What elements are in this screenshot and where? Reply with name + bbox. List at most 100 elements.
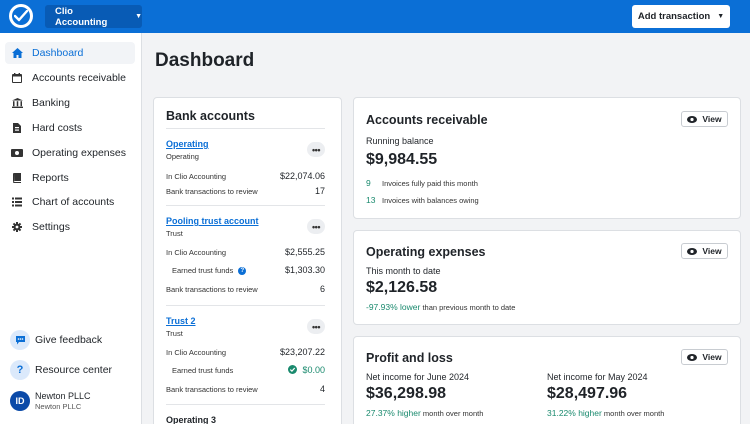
- row-value[interactable]: 17: [314, 186, 325, 196]
- sidebar-item-dashboard[interactable]: Dashboard: [5, 42, 135, 64]
- stat-count: 13: [366, 195, 376, 205]
- period-label: This month to date: [366, 266, 441, 276]
- user-firm: Newton PLLC: [35, 402, 82, 411]
- accounts-receivable-card: Accounts receivable View Running balance…: [353, 97, 741, 219]
- accounts-receivable-title: Accounts receivable: [366, 113, 488, 127]
- running-balance-value: $9,984.55: [366, 151, 438, 168]
- bank-accounts-title: Bank accounts: [166, 109, 255, 123]
- row-value: $22,074.06: [279, 171, 325, 181]
- sidebar-item-banking[interactable]: Banking: [5, 92, 135, 114]
- bank-icon: [11, 97, 23, 109]
- user-menu[interactable]: ID Newton PLLC Newton PLLC: [10, 391, 91, 411]
- add-transaction-button[interactable]: Add transaction ▼: [632, 5, 730, 28]
- net-income-may-trend: 31.22% higher month over month: [547, 408, 664, 418]
- clio-logo-icon[interactable]: [9, 4, 33, 28]
- more-options-button[interactable]: •••: [307, 142, 325, 157]
- view-label: View: [702, 246, 722, 256]
- sidebar-item-chart-of-accounts[interactable]: Chart of accounts: [5, 191, 135, 213]
- divider: [166, 205, 325, 206]
- profit-and-loss-title: Profit and loss: [366, 351, 453, 365]
- add-transaction-label: Add transaction: [637, 11, 711, 22]
- sidebar: Dashboard Accounts receivable Banking Ha…: [0, 33, 142, 424]
- chevron-down-icon: ▼: [717, 13, 725, 20]
- resource-center-button[interactable]: ? Resource center: [10, 360, 112, 380]
- bank-account-type: Trust: [166, 329, 183, 338]
- chevron-down-icon: ▼: [135, 13, 142, 20]
- check-circle-icon: [288, 365, 298, 376]
- bank-account-link[interactable]: Operating: [166, 139, 209, 149]
- trend-percent: 31.22% higher: [547, 408, 602, 418]
- sidebar-item-label: Dashboard: [32, 47, 84, 59]
- owing-invoices-stat[interactable]: 13 Invoices with balances owing: [366, 195, 479, 205]
- more-options-button[interactable]: •••: [307, 219, 325, 234]
- review-row: Bank transactions to review 4: [166, 384, 325, 396]
- top-bar: Clio Accounting ▼ Add transaction ▼: [0, 0, 750, 33]
- row-value: $23,207.22: [279, 347, 325, 357]
- more-options-button[interactable]: •••: [307, 319, 325, 334]
- firm-selector-button[interactable]: Clio Accounting ▼: [45, 5, 142, 28]
- net-income-may-label: Net income for May 2024: [547, 372, 648, 382]
- paid-invoices-stat[interactable]: 9 Invoices fully paid this month: [366, 178, 478, 188]
- bank-account-link[interactable]: Trust 2: [166, 316, 196, 326]
- row-label: Bank transactions to review: [166, 285, 258, 294]
- view-label: View: [702, 352, 722, 362]
- sidebar-item-reports[interactable]: Reports: [5, 167, 135, 189]
- row-label: Bank transactions to review: [166, 385, 258, 394]
- operating-expenses-trend: -97.93% lower than previous month to dat…: [366, 302, 515, 312]
- trend-text: month over month: [422, 409, 484, 418]
- help-icon[interactable]: ?: [238, 267, 247, 276]
- net-income-june-label: Net income for June 2024: [366, 372, 470, 382]
- view-button[interactable]: View: [681, 349, 728, 365]
- gear-icon: [11, 221, 23, 233]
- avatar: ID: [10, 391, 30, 411]
- sidebar-item-label: Chart of accounts: [32, 196, 115, 208]
- trend-text: month over month: [603, 409, 665, 418]
- row-label: In Clio Accounting: [166, 248, 227, 257]
- bank-account-link[interactable]: Operating 3: [166, 415, 217, 424]
- money-icon: [11, 147, 23, 159]
- row-value: $0.00: [288, 365, 325, 376]
- row-value: $1,303.30: [284, 265, 325, 275]
- page-title: Dashboard: [155, 50, 255, 71]
- eye-icon: [687, 247, 698, 255]
- operating-expenses-value: $2,126.58: [366, 279, 438, 296]
- row-label: Earned trust funds: [172, 366, 234, 375]
- stat-label: Invoices with balances owing: [382, 196, 479, 205]
- sidebar-item-label: Reports: [32, 172, 69, 184]
- bank-account-type: Operating: [166, 152, 199, 161]
- earned-trust-row: Earned trust funds? $1,303.30: [166, 265, 325, 277]
- book-icon: [11, 172, 23, 184]
- row-value[interactable]: 4: [319, 384, 325, 394]
- net-income-june-value: $36,298.98: [366, 385, 447, 402]
- row-label: Bank transactions to review: [166, 187, 258, 196]
- review-row: Bank transactions to review 17: [166, 186, 325, 198]
- chat-bubble-icon: [10, 330, 30, 350]
- view-button[interactable]: View: [681, 111, 728, 127]
- divider: [166, 128, 325, 129]
- sidebar-item-label: Settings: [32, 221, 70, 233]
- sidebar-item-accounts-receivable[interactable]: Accounts receivable: [5, 67, 135, 89]
- bank-accounts-card: Bank accounts Operating Operating ••• In…: [153, 97, 342, 424]
- calendar-icon: [11, 72, 23, 84]
- resource-center-label: Resource center: [35, 364, 113, 376]
- home-icon: [11, 47, 23, 59]
- eye-icon: [687, 115, 698, 123]
- sidebar-item-settings[interactable]: Settings: [5, 216, 135, 238]
- list-icon: [11, 196, 23, 208]
- sidebar-item-operating-expenses[interactable]: Operating expenses: [5, 142, 135, 164]
- sidebar-item-label: Accounts receivable: [32, 72, 126, 84]
- trend-text: than previous month to date: [422, 303, 516, 312]
- give-feedback-button[interactable]: Give feedback: [10, 330, 102, 350]
- eye-icon: [687, 353, 698, 361]
- row-value[interactable]: 6: [319, 284, 325, 294]
- trend-percent: -97.93% lower: [366, 302, 421, 312]
- operating-expenses-title: Operating expenses: [366, 245, 486, 259]
- bank-account-link[interactable]: Pooling trust account: [166, 216, 259, 226]
- view-button[interactable]: View: [681, 243, 728, 259]
- sidebar-item-hard-costs[interactable]: Hard costs: [5, 117, 135, 139]
- earned-trust-row: Earned trust funds $0.00: [166, 365, 325, 377]
- row-label: Earned trust funds?: [172, 266, 247, 276]
- review-row: Bank transactions to review 6: [166, 284, 325, 296]
- in-clio-row: In Clio Accounting $2,555.25: [166, 247, 325, 259]
- row-label: In Clio Accounting: [166, 348, 227, 357]
